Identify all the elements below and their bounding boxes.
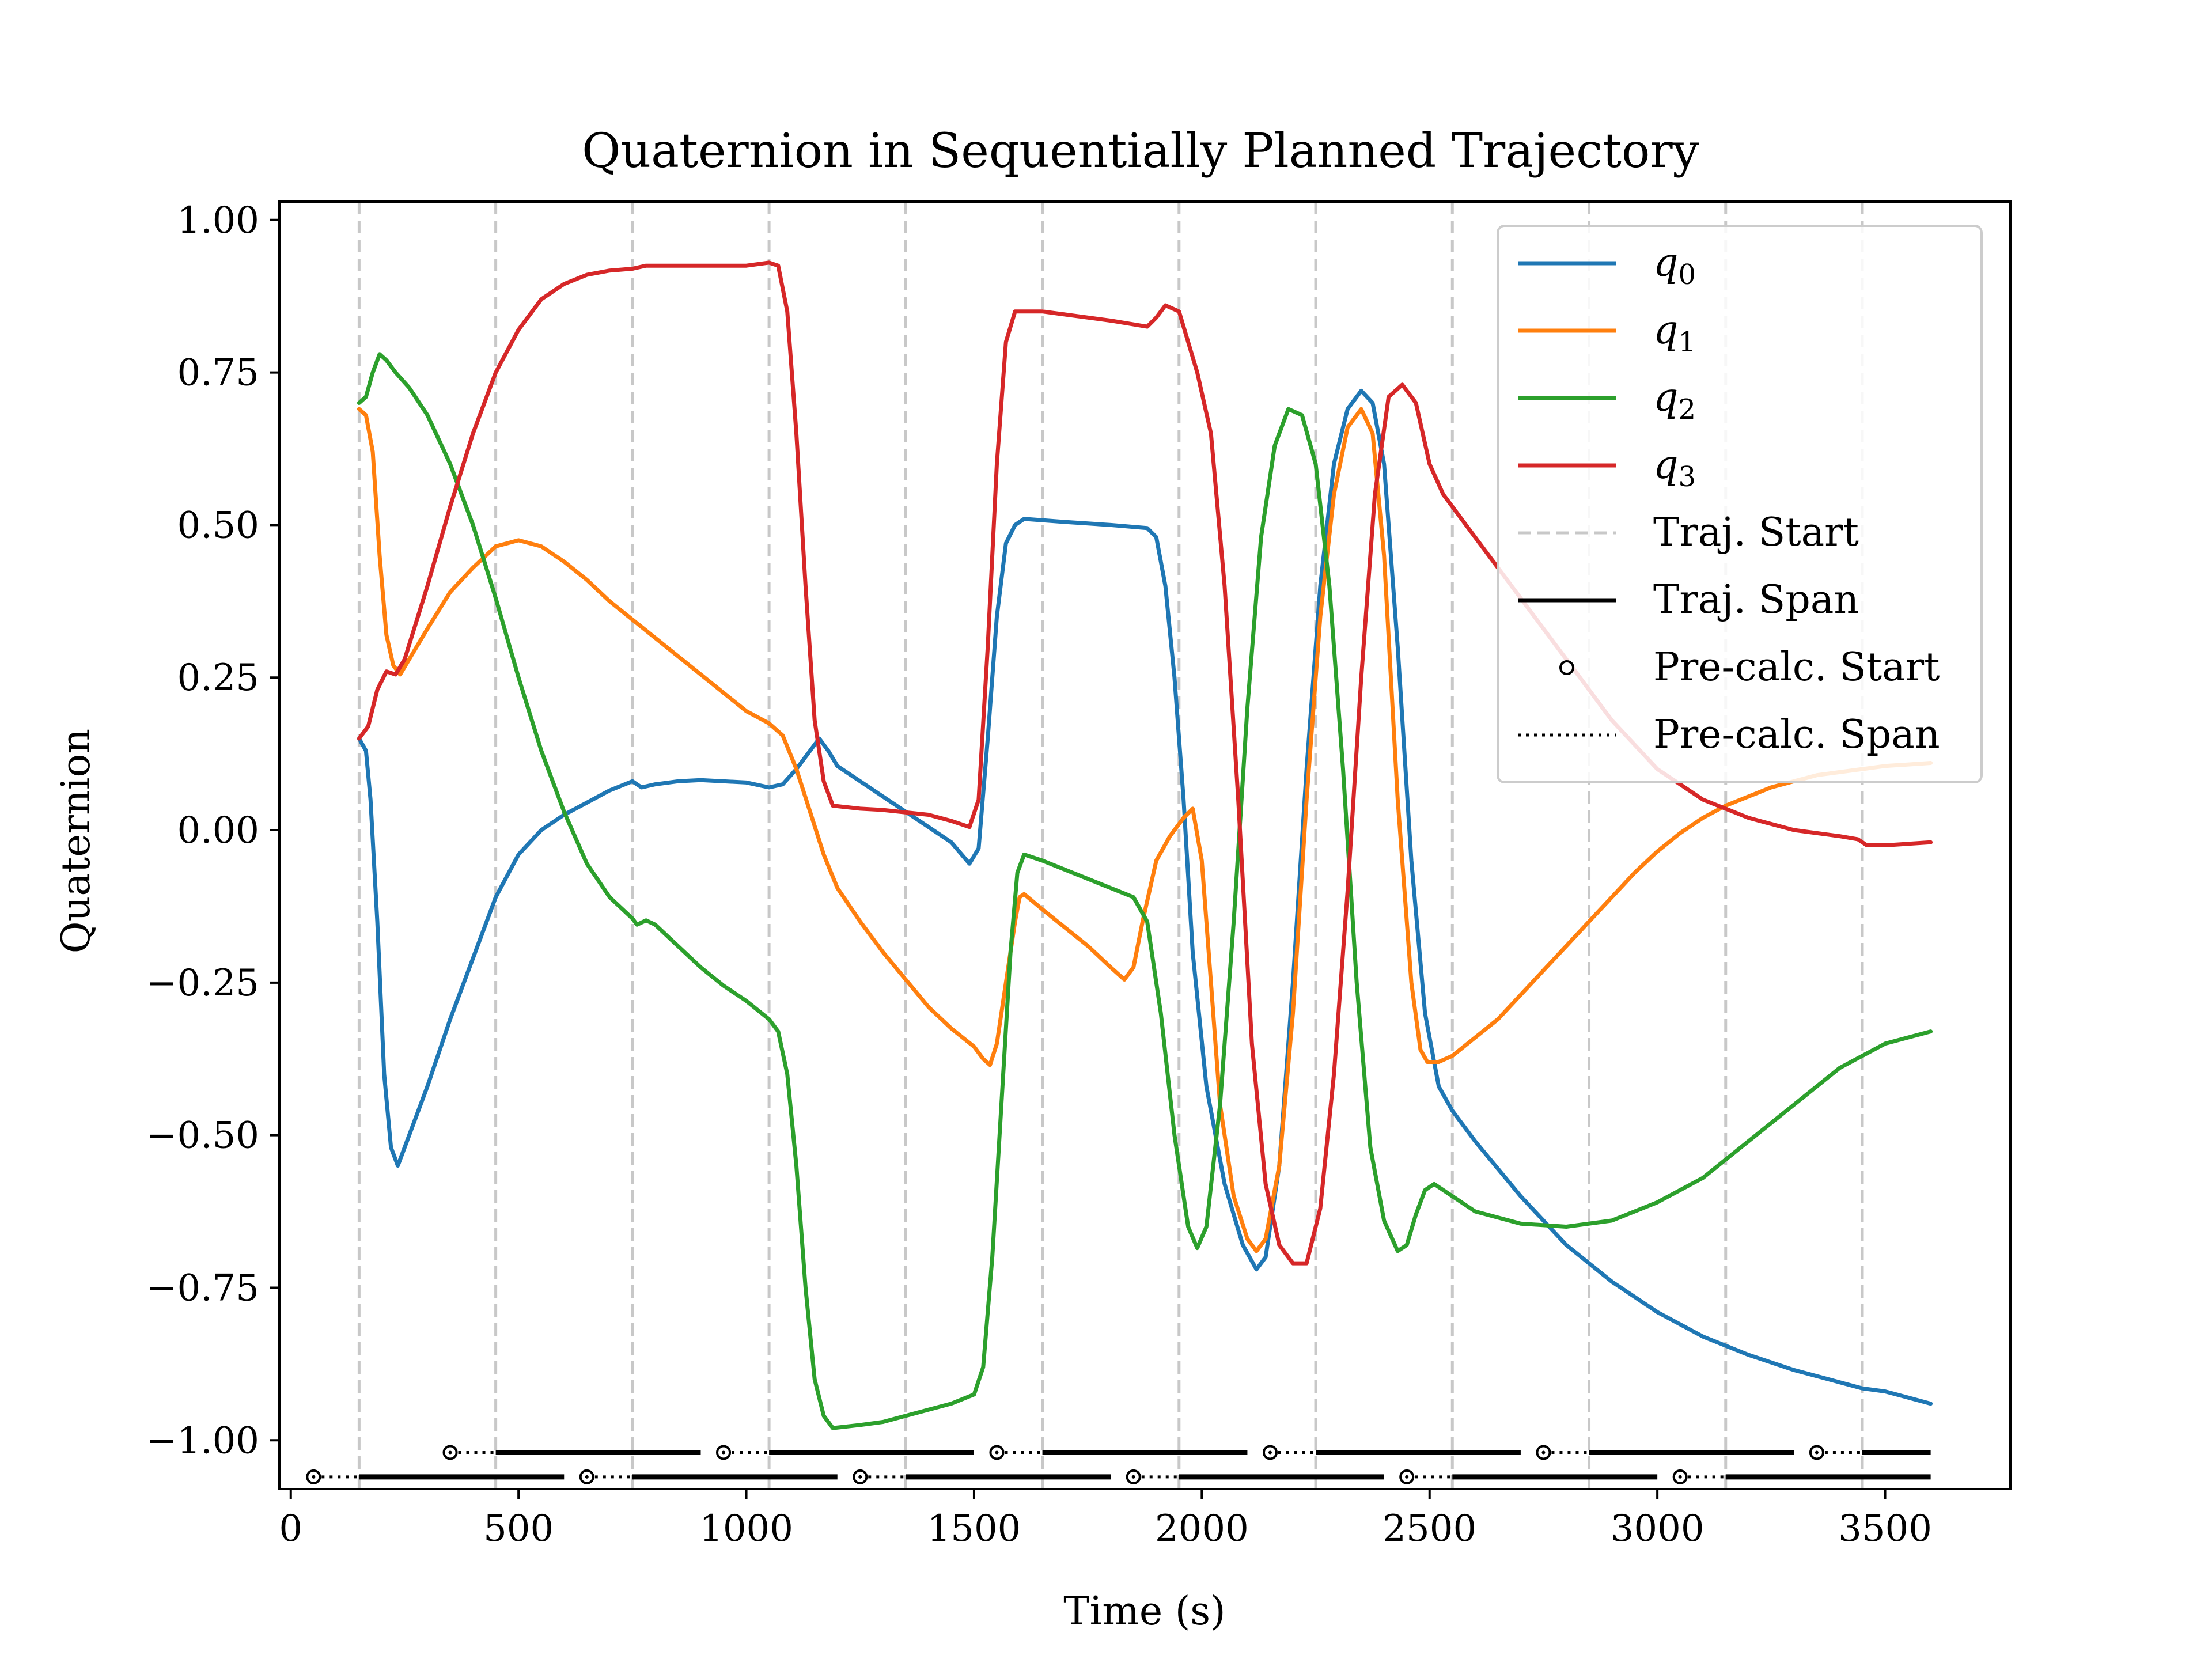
precalc-start-marker-dot [1405,1475,1409,1479]
x-tick-label: 1500 [927,1508,1021,1550]
precalc-start-marker-dot [585,1475,589,1479]
x-tick-label: 500 [483,1508,554,1550]
x-tick-label: 3000 [1611,1508,1705,1550]
series-line-q2 [357,352,1933,1430]
legend-label: q0 [1653,240,1696,291]
precalc-start-marker-dot [1268,1450,1272,1455]
y-tick-label: −0.25 [146,962,259,1005]
legend-label-subscript: 1 [1679,326,1696,358]
x-axis-title: Time (s) [1063,1589,1225,1634]
legend-label: Pre-calc. Start [1653,645,1940,690]
y-tick-label: 0.75 [177,352,260,395]
legend-label-subscript: 0 [1679,259,1696,291]
legend-label-subscript: 2 [1679,393,1696,426]
precalc-start-marker-dot [312,1475,316,1479]
y-tick-label: 0.25 [177,657,260,699]
x-tick-label: 2500 [1382,1508,1476,1550]
series-line-q1 [357,407,1933,1253]
precalc-start-marker-dot [1541,1450,1546,1455]
precalc-start-marker-dot [722,1450,726,1455]
y-axis: 1.00 0.75 0.50 0.25 0.00 −0.25 −0.50 −0.75 −1.00 [146,199,279,1462]
trajectory-span-rows [306,1445,1931,1484]
series-line-q0 [357,388,1933,1406]
y-axis-title: Quaternion [54,729,99,953]
chart-title: Quaternion in Sequentially Planned Traje… [582,124,1699,179]
x-tick-label: 0 [279,1508,302,1550]
precalc-start-marker-dot [1815,1450,1819,1455]
series-line-q3 [357,260,1933,1266]
x-tick-label: 3500 [1838,1508,1932,1550]
legend-box [1497,225,1983,783]
legend-label: Pre-calc. Span [1653,712,1940,757]
x-tick-label: 2000 [1155,1508,1249,1550]
precalc-start-marker-dot [1131,1475,1135,1479]
precalc-start-marker-dot [448,1450,452,1455]
y-tick-label: −0.50 [146,1115,259,1157]
precalc-start-marker-dot [858,1475,862,1479]
y-tick-label: 1.00 [177,199,260,242]
y-tick-label: −1.00 [146,1419,259,1462]
series-lines [357,260,1933,1430]
precalc-start-marker-dot [1678,1475,1682,1479]
legend-label: Traj. Span [1653,577,1859,623]
y-tick-label: 0.50 [177,504,260,547]
legend-label: Traj. Start [1653,510,1859,555]
plot-frame [278,200,2012,1490]
x-axis: 0 500 1000 1500 2000 2500 3000 3500 [279,1489,1932,1550]
x-tick-label: 1000 [699,1508,793,1550]
legend-label-subscript: 3 [1679,461,1696,493]
y-tick-label: −0.75 [146,1267,259,1309]
legend-swatch [1559,660,1574,675]
precalc-start-marker-dot [995,1450,999,1455]
y-tick-label: 0.00 [177,809,260,852]
